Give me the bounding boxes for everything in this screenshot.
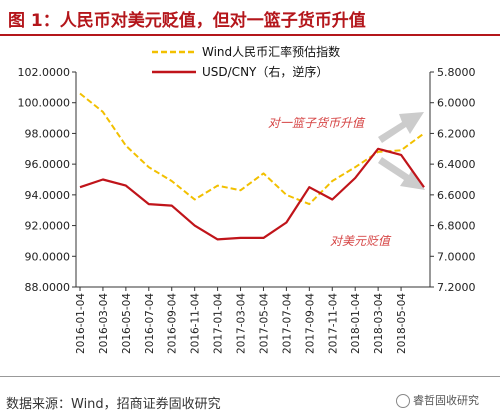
y-right-tick-label: 6.6000: [437, 189, 476, 202]
x-tick-label: 2017-11-04: [327, 293, 339, 354]
y-axis-left: 88.0000 90.0000 92.0000 94.0000 96.0000 98.00…: [18, 66, 76, 294]
line-chart: 88.0000 90.0000 92.0000 94.0000 96.0000 98.00…: [18, 44, 476, 354]
y-left-tick-label: 94.0000: [25, 189, 71, 202]
x-tick-label: 2016-01-04: [75, 293, 87, 354]
legend-label: USD/CNY（右，逆序）: [202, 64, 328, 79]
y-axis-right: 5.8000 6.0000 6.2000 6.4000 6.6000 6.8000 7.00…: [430, 66, 476, 294]
x-tick-label: 2016-09-04: [167, 293, 179, 354]
y-right-tick-label: 6.2000: [437, 127, 476, 140]
legend: Wind人民币汇率预估指数 USD/CNY（右，逆序）: [152, 44, 340, 79]
x-axis: 2016-01-04 2016-03-04 2016-05-04 2016-07-04…: [75, 287, 408, 354]
x-tick-label: 2018-01-04: [350, 293, 362, 354]
x-tick-label: 2018-03-04: [373, 293, 385, 354]
y-left-tick-label: 100.0000: [18, 97, 71, 110]
x-tick-label: 2016-11-04: [190, 293, 202, 354]
watermark: 睿哲固收研究: [396, 392, 479, 408]
y-right-tick-label: 5.8000: [437, 66, 476, 79]
x-tick-label: 2017-01-04: [213, 293, 225, 354]
y-right-tick-label: 7.2000: [437, 281, 476, 294]
y-left-tick-label: 88.0000: [25, 281, 71, 294]
footer-divider: [0, 376, 500, 377]
annotation-basket-appreciation: 对一篮子货币升值: [268, 116, 366, 130]
series-layer: [79, 92, 425, 241]
y-right-tick-label: 6.8000: [437, 220, 476, 233]
source-note: 数据来源：Wind，招商证券固收研究: [6, 397, 221, 412]
watermark-text: 睿哲固收研究: [413, 394, 479, 407]
series-usdcny-line: [79, 147, 425, 241]
y-right-tick-label: 7.0000: [437, 250, 476, 263]
y-left-tick-label: 102.0000: [18, 66, 71, 79]
y-left-tick-label: 90.0000: [25, 250, 71, 263]
annotation-usd-depreciation: 对美元贬值: [330, 234, 392, 248]
plot-frame: [75, 72, 431, 288]
title-divider: [0, 34, 500, 36]
x-tick-label: 2017-03-04: [236, 293, 248, 354]
y-left-tick-label: 92.0000: [25, 220, 71, 233]
x-tick-label: 2018-05-04: [396, 293, 408, 354]
y-right-tick-label: 6.4000: [437, 158, 476, 171]
y-right-tick-label: 6.0000: [437, 97, 476, 110]
x-tick-label: 2017-07-04: [281, 293, 293, 354]
series-wind-index-line: [79, 92, 425, 206]
page-title: 图 1：人民币对美元贬值，但对一篮子货币升值: [8, 11, 366, 31]
up-arrow: [378, 112, 424, 143]
legend-label: Wind人民币汇率预估指数: [202, 44, 340, 59]
y-left-tick-label: 98.0000: [25, 127, 71, 140]
x-tick-label: 2016-03-04: [98, 293, 110, 354]
x-tick-label: 2016-05-04: [121, 293, 133, 354]
wechat-icon: [396, 394, 410, 408]
down-arrow: [378, 157, 425, 190]
trend-arrows: [378, 112, 425, 190]
x-tick-label: 2017-09-04: [304, 293, 316, 354]
x-tick-label: 2017-05-04: [258, 293, 270, 354]
x-tick-label: 2016-07-04: [144, 293, 156, 354]
y-left-tick-label: 96.0000: [25, 158, 71, 171]
